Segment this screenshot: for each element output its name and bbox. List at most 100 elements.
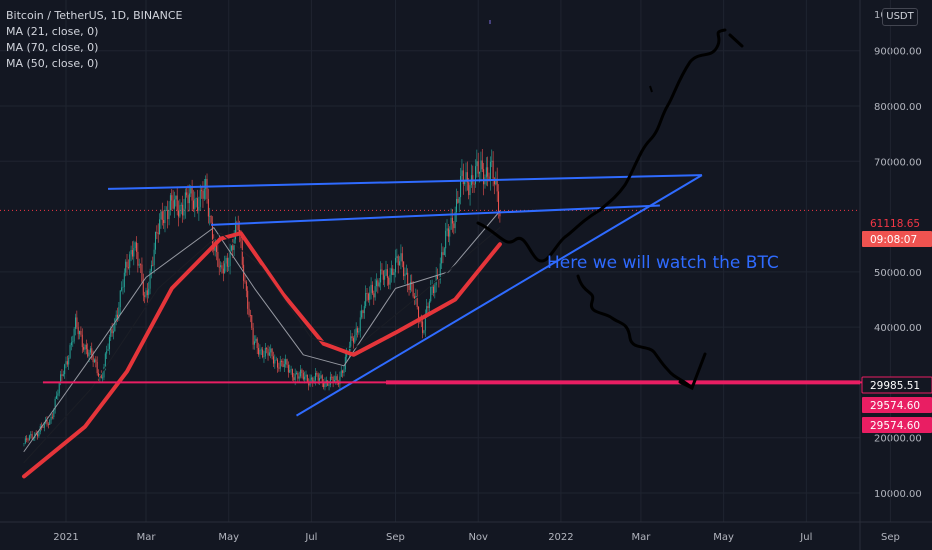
candle-body — [373, 293, 375, 298]
drawing-bear-path[interactable] — [576, 274, 694, 390]
candle-body — [140, 264, 142, 266]
trendline-2[interactable] — [211, 204, 660, 226]
candle-body — [465, 172, 467, 182]
candle-body — [202, 190, 204, 199]
ma-line-3 — [23, 227, 501, 464]
candle-body — [165, 210, 167, 212]
candle-body — [100, 374, 102, 379]
symbol-title[interactable]: Bitcoin / TetherUS, 1D, BINANCE — [6, 9, 183, 22]
trendline-3[interactable] — [295, 174, 703, 417]
candle-body — [118, 307, 120, 318]
candle-body — [281, 361, 283, 362]
drawing-bear-arrow[interactable] — [678, 352, 707, 391]
candle-body — [68, 357, 70, 365]
price-axis-label: 29574.60 — [862, 417, 932, 433]
candle-body — [74, 317, 76, 329]
candle-body — [340, 370, 342, 377]
x-tick-label: Jul — [304, 532, 317, 543]
candle-body — [343, 369, 345, 373]
candle-body — [81, 334, 83, 348]
candle-body — [401, 253, 403, 262]
candle-body — [258, 348, 260, 355]
trendline-1[interactable] — [108, 174, 702, 190]
candle-body — [354, 335, 356, 343]
candle-body — [183, 208, 185, 216]
ma-line-2 — [22, 231, 502, 479]
candle-body — [496, 178, 498, 192]
candle-body — [485, 167, 487, 178]
candle-body — [336, 376, 338, 383]
candle-body — [308, 381, 310, 386]
candle-body — [54, 398, 56, 410]
candle-body — [434, 285, 436, 293]
candle-body — [361, 310, 363, 318]
candle-body — [172, 200, 174, 209]
candle-body — [50, 416, 52, 421]
candle-body — [110, 329, 112, 338]
candle-body — [38, 431, 40, 437]
candle-body — [83, 347, 85, 350]
candle-body — [64, 364, 66, 375]
ma21-label[interactable]: MA (21, close, 0) — [6, 25, 99, 38]
candle-body — [456, 198, 458, 213]
candle-body — [458, 197, 460, 203]
annotation-text[interactable]: Here we will watch the BTC — [547, 253, 779, 273]
candle-body — [466, 172, 468, 183]
candle-body — [296, 373, 298, 374]
drawing-bull-path[interactable] — [476, 28, 727, 263]
candle-body — [498, 191, 500, 214]
candle-body — [176, 195, 178, 211]
candle-body — [79, 330, 81, 335]
candle-body — [92, 355, 94, 363]
ma50-label[interactable]: MA (50, close, 0) — [6, 57, 99, 70]
candle-body — [226, 257, 228, 267]
x-tick-label: 2022 — [548, 532, 573, 543]
candle-body — [31, 434, 33, 439]
candle-body — [290, 369, 292, 371]
candle-body — [186, 192, 188, 196]
candle-body — [103, 366, 105, 378]
candle-body — [449, 229, 451, 237]
candle-body — [488, 176, 490, 180]
candle-body — [182, 204, 184, 216]
candle-body — [197, 198, 199, 211]
candle-body — [289, 369, 291, 373]
candle-body — [432, 286, 434, 293]
candle-body — [203, 188, 205, 199]
candle-body — [351, 336, 353, 339]
candle-body — [302, 373, 304, 380]
candle-body — [218, 266, 220, 268]
candle-body — [175, 195, 177, 200]
candle-body — [358, 331, 360, 333]
candle-body — [312, 377, 314, 383]
y-tick-label: 80000.00 — [874, 102, 922, 113]
candle-body — [304, 376, 306, 380]
candle-body — [367, 293, 369, 300]
candle-body — [133, 247, 135, 257]
candle-body — [24, 438, 26, 444]
candle-body — [366, 293, 368, 294]
candle-body — [394, 257, 396, 273]
x-tick-label: Mar — [631, 532, 651, 543]
candle-body — [216, 244, 218, 253]
drawing-bull-arrow[interactable] — [728, 33, 744, 48]
currency-button[interactable]: USDT — [882, 8, 918, 26]
candle-body — [253, 341, 255, 345]
price-label-bg — [862, 397, 932, 413]
candle-body — [464, 181, 466, 184]
candle-body — [222, 268, 224, 274]
x-tick-label: May — [218, 532, 239, 543]
candle-body — [332, 376, 334, 383]
candle-body — [217, 252, 219, 267]
x-tick-label: Jul — [799, 532, 812, 543]
candle-body — [129, 254, 131, 268]
candle-body — [270, 348, 272, 353]
candle-body — [384, 275, 386, 280]
candle-body — [119, 290, 121, 308]
ma70-label[interactable]: MA (70, close, 0) — [6, 41, 99, 54]
candle-body — [271, 348, 273, 357]
candle-body — [160, 211, 162, 220]
